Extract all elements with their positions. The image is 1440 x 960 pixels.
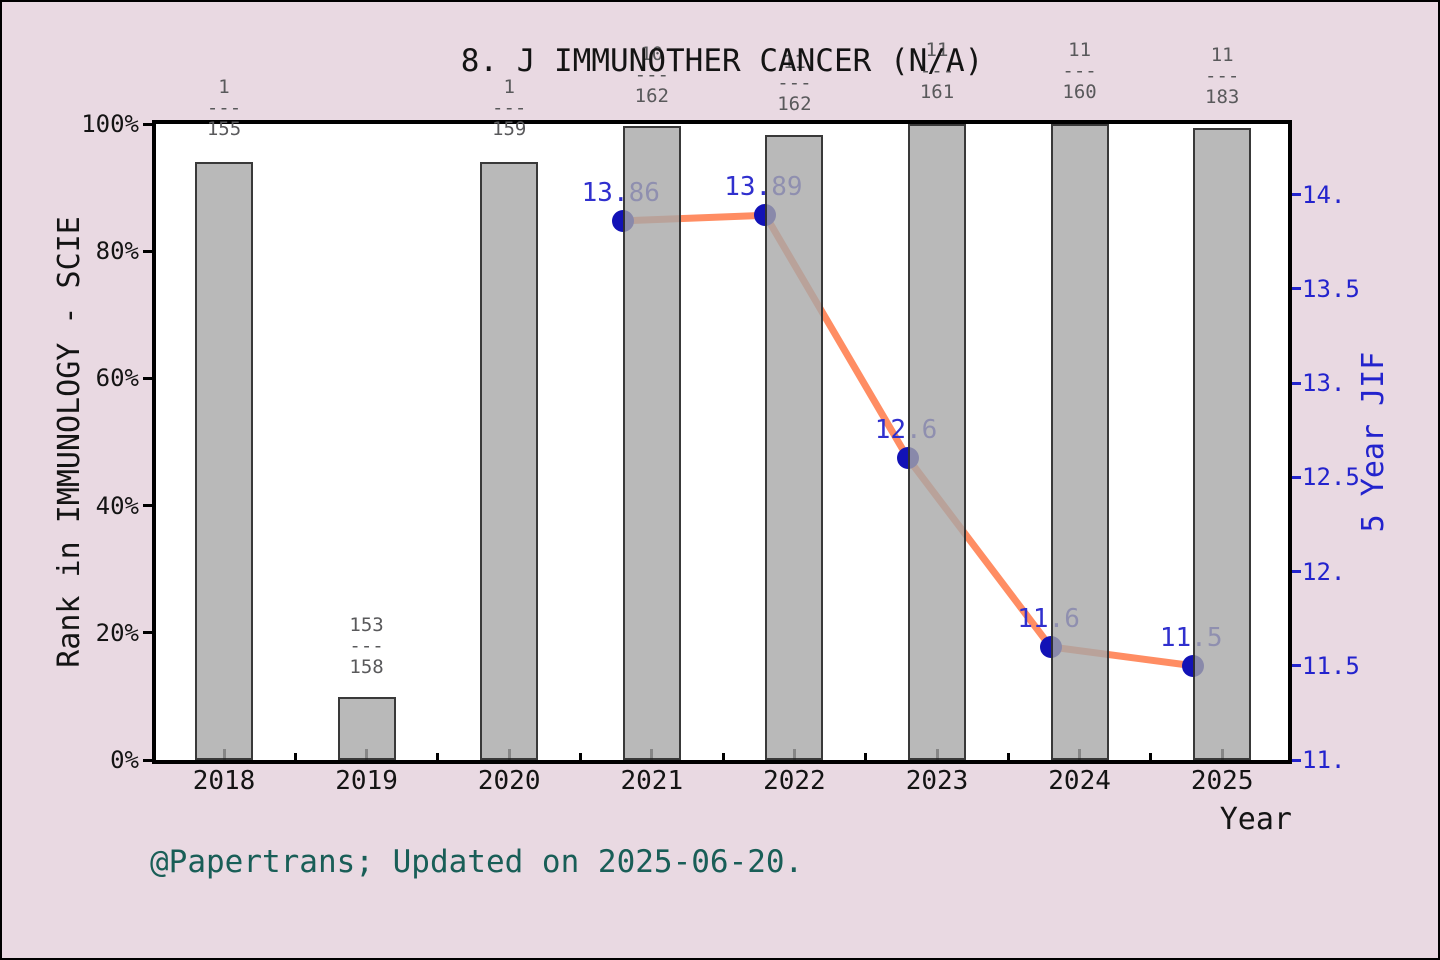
x-axis-minor-tick bbox=[293, 753, 297, 760]
x-axis-minor-tick bbox=[864, 753, 868, 760]
left-axis-tick-label: 60% bbox=[95, 364, 139, 393]
x-axis-tick-label: 2021 bbox=[620, 766, 684, 796]
bar-fraction-label: 11 --- 161 bbox=[882, 40, 992, 103]
fraction-numerator: 153 bbox=[349, 614, 384, 636]
x-axis-tick-label: 2019 bbox=[335, 766, 398, 796]
x-axis-tick-label: 2023 bbox=[905, 766, 969, 796]
left-axis-tick bbox=[143, 122, 152, 126]
x-axis-tick-label: 2024 bbox=[1048, 766, 1111, 796]
right-axis-tick-label: 12.5 bbox=[1302, 463, 1360, 492]
rank-bar bbox=[337, 697, 396, 760]
bar-fraction-label: 1 --- 155 bbox=[169, 77, 279, 140]
right-axis-tick bbox=[1292, 475, 1301, 479]
right-axis-tick bbox=[1292, 287, 1301, 291]
bar-fraction-label: 11 --- 160 bbox=[1025, 40, 1135, 103]
x-axis-tick-label: 2018 bbox=[192, 766, 256, 796]
fraction-numerator: 11 bbox=[782, 51, 806, 73]
rank-bar bbox=[622, 125, 681, 760]
fraction-denominator: 162 bbox=[777, 93, 812, 115]
rank-bar bbox=[1050, 124, 1109, 760]
rank-bar bbox=[195, 162, 253, 760]
x-axis-minor-tick bbox=[436, 753, 440, 760]
left-axis-tick-label: 20% bbox=[95, 618, 139, 647]
bar-fraction-label: 11 --- 183 bbox=[1167, 45, 1277, 108]
right-axis-tick bbox=[1292, 758, 1301, 762]
fraction-divider: --- bbox=[349, 635, 384, 657]
left-axis-tick bbox=[143, 758, 152, 762]
rank-bar bbox=[908, 124, 966, 760]
x-axis-minor-tick bbox=[1006, 753, 1010, 760]
fraction-divider: --- bbox=[777, 72, 812, 94]
left-axis-tick-label: 80% bbox=[95, 237, 139, 266]
x-axis-tick-label: 2022 bbox=[763, 766, 826, 796]
right-axis-tick bbox=[1292, 193, 1301, 196]
right-axis-tick-label: 12. bbox=[1302, 557, 1346, 586]
right-axis-tick-label: 11.5 bbox=[1302, 651, 1360, 680]
left-axis-tick-label: 0% bbox=[110, 746, 139, 774]
fraction-divider: --- bbox=[919, 60, 955, 82]
left-axis-title: Rank in IMMUNOLOGY - SCIE bbox=[52, 216, 87, 668]
fraction-denominator: 183 bbox=[1205, 86, 1240, 108]
fraction-denominator: 158 bbox=[349, 656, 384, 678]
left-axis-tick bbox=[143, 249, 152, 253]
x-axis-tick-label: 2020 bbox=[477, 766, 541, 796]
right-axis-tick-label: 13. bbox=[1302, 369, 1346, 397]
fraction-numerator: 1 bbox=[218, 76, 230, 98]
left-axis-tick bbox=[143, 631, 152, 635]
rank-bar bbox=[480, 162, 539, 760]
fraction-numerator: 11 bbox=[1068, 39, 1092, 61]
right-axis-tick-label: 11. bbox=[1302, 746, 1346, 774]
bar-fraction-label: 1 --- 159 bbox=[454, 77, 564, 140]
x-axis-minor-tick bbox=[1149, 753, 1153, 760]
x-axis-minor-tick bbox=[579, 753, 582, 760]
left-axis-tick-label: 40% bbox=[95, 491, 139, 520]
rank-bar bbox=[765, 134, 824, 760]
fraction-numerator: 11 bbox=[925, 39, 949, 61]
left-axis-tick bbox=[143, 376, 152, 380]
right-axis-tick bbox=[1292, 570, 1301, 573]
fraction-denominator: 161 bbox=[919, 81, 955, 103]
x-axis-title: Year bbox=[1219, 802, 1292, 837]
right-axis-title: 5 Year JIF bbox=[1356, 351, 1391, 533]
right-axis-tick bbox=[1292, 381, 1301, 385]
left-axis-tick-label: 100% bbox=[81, 110, 139, 138]
fraction-divider: --- bbox=[1205, 65, 1240, 87]
fraction-denominator: 162 bbox=[634, 85, 669, 107]
right-axis-tick-label: 14. bbox=[1302, 180, 1346, 209]
x-axis-tick-label: 2025 bbox=[1190, 766, 1254, 796]
watermark-text: @Papertrans; Updated on 2025-06-20. bbox=[150, 844, 804, 880]
right-axis-tick bbox=[1292, 664, 1301, 668]
chart-title: 8. J IMMUNOTHER CANCER (N/A) bbox=[460, 43, 984, 79]
fraction-numerator: 11 bbox=[1210, 44, 1234, 66]
fraction-denominator: 159 bbox=[492, 118, 527, 140]
fraction-divider: --- bbox=[634, 64, 669, 86]
rank-bar bbox=[1193, 127, 1252, 760]
fraction-denominator: 155 bbox=[206, 118, 242, 140]
right-axis-tick-label: 13.5 bbox=[1302, 274, 1360, 303]
bar-fraction-label: 153 --- 158 bbox=[312, 615, 422, 678]
bar-fraction-label: 10 --- 162 bbox=[597, 44, 707, 107]
fraction-divider: --- bbox=[492, 97, 527, 119]
fraction-divider: --- bbox=[206, 97, 242, 119]
bar-fraction-label: 11 --- 162 bbox=[739, 52, 849, 115]
fraction-numerator: 10 bbox=[640, 43, 664, 65]
left-axis-tick bbox=[143, 504, 152, 508]
x-axis-minor-tick bbox=[721, 753, 725, 760]
fraction-denominator: 160 bbox=[1062, 81, 1097, 103]
fraction-numerator: 1 bbox=[503, 76, 515, 98]
fraction-divider: --- bbox=[1062, 60, 1097, 82]
